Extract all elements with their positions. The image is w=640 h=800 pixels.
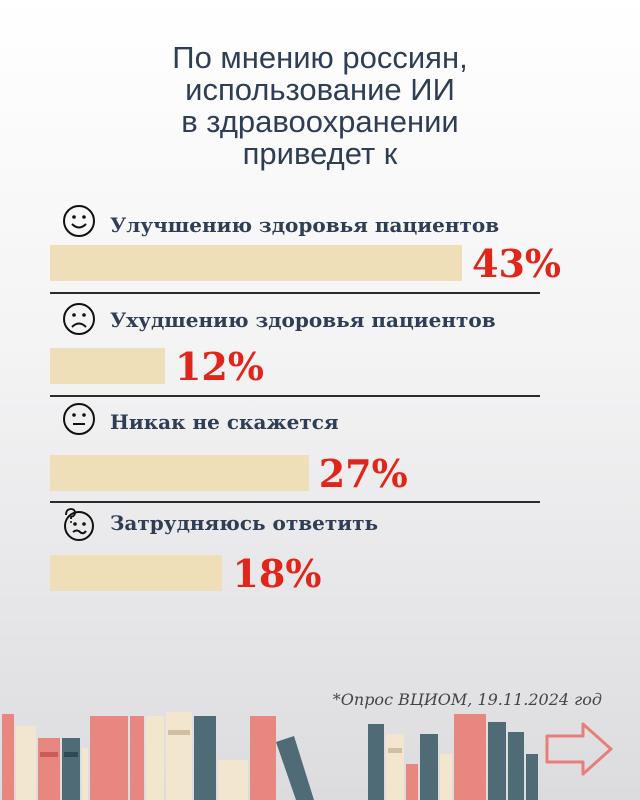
answer-percent: 18% [232,551,322,596]
answer-bar [50,245,462,281]
divider [50,292,540,294]
answer-bar [50,455,309,491]
answer-label: Затрудняюсь ответить [110,511,379,535]
divider [50,395,540,397]
source-note: *Опрос ВЦИОМ, 19.11.2024 год [332,690,602,709]
answer-label: Никак не скажется [110,410,339,434]
answer-percent: 12% [174,344,264,389]
books-decoration-icon [2,712,538,800]
title-line: в здравоохранении [181,104,459,139]
answer-label: Ухудшению здоровья пациентов [110,308,496,332]
confused-face-icon [64,508,94,541]
answer-percent: 43% [472,241,561,286]
answer-label: Улучшению здоровья пациентов [110,213,500,237]
chart-title: По мнению россиян, использование ИИ в зд… [0,42,640,170]
smile-face-icon [63,205,95,237]
title-line: приведет к [242,136,398,171]
title-line: использование ИИ [185,72,455,107]
sad-face-icon [63,303,95,335]
title-line: По мнению россиян, [172,40,468,75]
answer-bar [50,555,223,591]
next-arrow-icon[interactable] [545,722,613,776]
divider [50,501,540,503]
answer-bar [50,348,165,384]
neutral-face-icon [63,403,95,435]
answer-percent: 27% [318,451,408,496]
